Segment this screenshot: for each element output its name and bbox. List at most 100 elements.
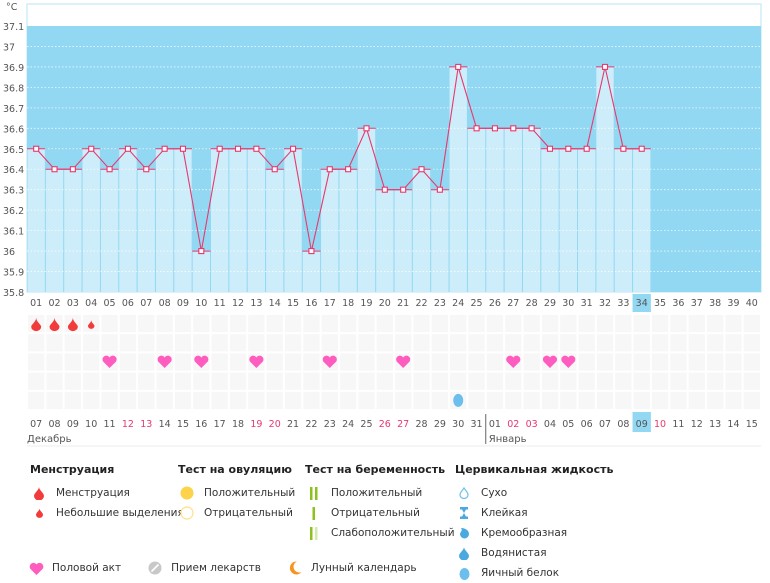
temperature-bar: [229, 148, 247, 292]
symbol-cell: [266, 391, 283, 409]
temperature-bar: [394, 189, 412, 292]
symbol-cell: [303, 353, 320, 371]
temperature-point: [124, 145, 131, 152]
y-axis-unit: °C: [6, 2, 18, 13]
symbol-cell: [523, 353, 540, 371]
symbol-cell: [633, 391, 650, 409]
temperature-point: [601, 63, 609, 70]
temperature-bar: [431, 189, 449, 292]
symbol-cell: [303, 372, 320, 390]
symbol-cell: [578, 334, 595, 352]
symbol-cell: [339, 391, 357, 409]
symbol-cell: [541, 372, 559, 390]
temperature-bar: [45, 169, 64, 292]
symbol-cell: [633, 334, 650, 352]
temperature-bar: [449, 66, 467, 292]
moon-icon: [287, 561, 303, 575]
heart-icon: [194, 355, 209, 368]
cycle-day-label: 26: [489, 298, 501, 309]
legend-label: Яичный белок: [481, 567, 560, 579]
symbol-cell: [266, 315, 283, 333]
symbol-cell: [119, 353, 137, 371]
symbol-cell: [725, 391, 742, 409]
symbol-cell: [321, 315, 338, 333]
symbol-cell: [303, 391, 320, 409]
cycle-day-label: 16: [305, 298, 317, 309]
y-tick-label: 37.1: [3, 22, 24, 33]
symbol-cell: [688, 334, 705, 352]
symbol-cell: [321, 391, 338, 409]
symbol-cell: [83, 334, 100, 352]
symbol-cell: [743, 391, 760, 409]
temperature-point: [345, 166, 352, 173]
temperature-bar: [614, 148, 633, 292]
symbol-cell: [486, 334, 504, 352]
symbol-cell: [303, 315, 320, 333]
menstruation-drop-icon: [67, 317, 78, 332]
symbol-cell: [358, 391, 375, 409]
date-label: 21: [287, 419, 299, 430]
cycle-day-label: 34: [636, 298, 648, 309]
symbol-cell: [64, 353, 82, 371]
heart-icon: [506, 355, 521, 368]
sticky-icon: [455, 506, 473, 520]
temperature-bar: [541, 148, 559, 292]
positive-circle-icon: [178, 486, 196, 500]
temperature-point: [51, 166, 58, 173]
symbol-cell: [596, 372, 614, 390]
date-label: 25: [360, 419, 372, 430]
temperature-bar: [412, 169, 431, 292]
date-label: 19: [250, 419, 262, 430]
cycle-day-label: 07: [140, 298, 152, 309]
legend-ovulation-test: Тест на овуляцию Положительный Отрицател…: [178, 463, 295, 523]
temperature-point: [271, 166, 278, 173]
symbol-cell: [83, 391, 100, 409]
symbol-cell: [138, 353, 155, 371]
symbol-cell: [486, 315, 504, 333]
symbol-cell: [486, 391, 504, 409]
symbol-cell: [211, 315, 228, 333]
date-label: 04: [544, 419, 556, 430]
symbol-cell: [174, 353, 192, 371]
symbol-cell: [83, 372, 100, 390]
symbol-cell: [486, 353, 504, 371]
legend-label: Водянистая: [481, 547, 547, 559]
legend-item: Яичный белок: [455, 563, 613, 583]
symbol-cell: [211, 391, 228, 409]
y-tick-label: 36.5: [3, 145, 24, 156]
y-tick-label: 36.2: [3, 206, 24, 217]
symbol-cell: [596, 353, 614, 371]
legend-item: Небольшие выделения: [30, 503, 184, 523]
temperature-bar: [155, 148, 174, 292]
cycle-day-label: 40: [746, 298, 758, 309]
symbol-cell: [468, 315, 485, 333]
cycle-day-label: 01: [30, 298, 42, 309]
y-tick-label: 36.4: [3, 165, 24, 176]
symbol-cell: [706, 334, 724, 352]
symbol-cell: [138, 334, 155, 352]
symbol-cell: [633, 353, 650, 371]
symbol-cell: [450, 372, 467, 390]
cycle-day-label: 38: [709, 298, 721, 309]
temperature-bar: [321, 169, 339, 292]
symbol-cell: [339, 315, 357, 333]
legend-title: Менструация: [30, 463, 115, 476]
heart-icon: [102, 355, 117, 368]
y-tick-label: 36.1: [3, 227, 24, 238]
temperature-bar: [119, 148, 137, 292]
symbol-cell: [46, 334, 63, 352]
symbol-cell: [358, 353, 375, 371]
symbol-cell: [174, 372, 192, 390]
symbol-cell: [376, 372, 393, 390]
temperature-point: [638, 145, 645, 152]
one-line-icon: [305, 506, 323, 520]
date-label: 15: [746, 419, 758, 430]
symbol-cell: [688, 353, 705, 371]
temperature-bar: [633, 148, 651, 292]
legend-title: Тест на овуляцию: [178, 463, 292, 476]
date-label: 07: [599, 419, 611, 430]
temperature-point: [363, 125, 370, 132]
legend-item: Отрицательный: [305, 503, 455, 523]
date-label: 26: [379, 419, 391, 430]
legend-title: Цервикальная жидкость: [455, 463, 614, 476]
